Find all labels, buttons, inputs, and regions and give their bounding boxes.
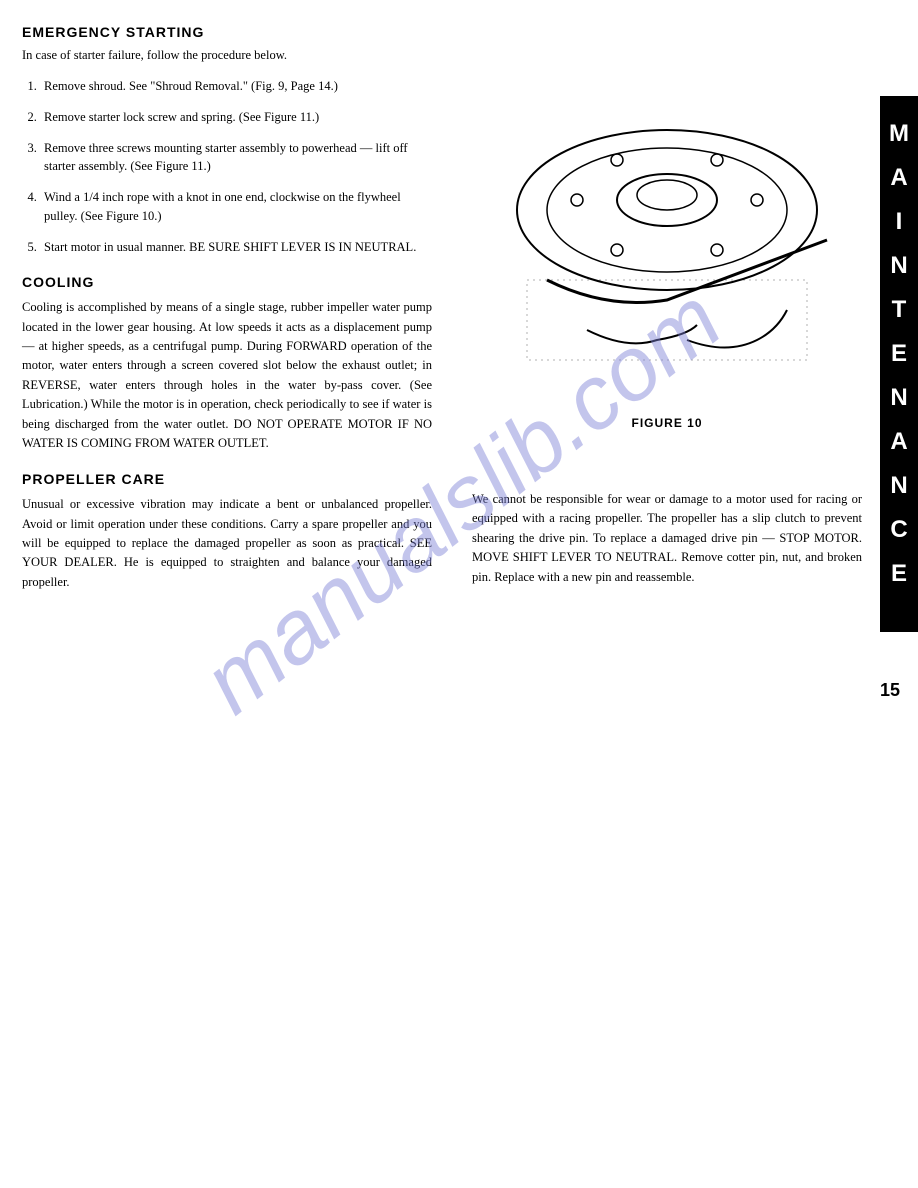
tab-letter: M bbox=[889, 112, 909, 156]
propeller-care-left: Unusual or excessive vibration may indic… bbox=[22, 495, 432, 592]
cooling-body: Cooling is accomplished by means of a si… bbox=[22, 298, 432, 453]
propeller-care-right: We cannot be responsible for wear or dam… bbox=[472, 490, 862, 587]
section-tab-maintenance: M A I N T E N A N C E bbox=[880, 96, 918, 632]
tab-letter: I bbox=[896, 200, 903, 244]
tab-letter: N bbox=[890, 464, 907, 508]
right-column: FIGURE 10 We cannot be responsible for w… bbox=[472, 24, 862, 610]
emergency-starting-heading: EMERGENCY STARTING bbox=[22, 24, 432, 40]
page-number: 15 bbox=[880, 680, 900, 701]
step-item: Remove shroud. See "Shroud Removal." (Fi… bbox=[40, 77, 432, 96]
tab-letter: A bbox=[890, 156, 907, 200]
figure-10-caption: FIGURE 10 bbox=[631, 416, 702, 430]
tab-letter: E bbox=[891, 552, 907, 596]
step-item: Start motor in usual manner. BE SURE SHI… bbox=[40, 238, 432, 257]
step-item: Remove starter lock screw and spring. (S… bbox=[40, 108, 432, 127]
two-column-layout: EMERGENCY STARTING In case of starter fa… bbox=[22, 24, 898, 610]
step-item: Wind a 1/4 inch rope with a knot in one … bbox=[40, 188, 432, 226]
tab-letter: N bbox=[890, 376, 907, 420]
flywheel-drawing-icon bbox=[487, 100, 847, 400]
figure-10-container: FIGURE 10 bbox=[472, 80, 862, 440]
tab-letter: E bbox=[891, 332, 907, 376]
step-item: Remove three screws mounting starter ass… bbox=[40, 139, 432, 177]
left-column: EMERGENCY STARTING In case of starter fa… bbox=[22, 24, 432, 610]
tab-letter: N bbox=[890, 244, 907, 288]
tab-letter: T bbox=[892, 288, 907, 332]
emergency-starting-steps: Remove shroud. See "Shroud Removal." (Fi… bbox=[22, 77, 432, 256]
tab-letter: C bbox=[890, 508, 907, 552]
cooling-heading: COOLING bbox=[22, 274, 432, 290]
figure-10-image bbox=[477, 90, 857, 410]
emergency-starting-intro: In case of starter failure, follow the p… bbox=[22, 48, 432, 63]
propeller-care-heading: PROPELLER CARE bbox=[22, 471, 432, 487]
tab-letter: A bbox=[890, 420, 907, 464]
page-container: EMERGENCY STARTING In case of starter fa… bbox=[0, 0, 918, 610]
